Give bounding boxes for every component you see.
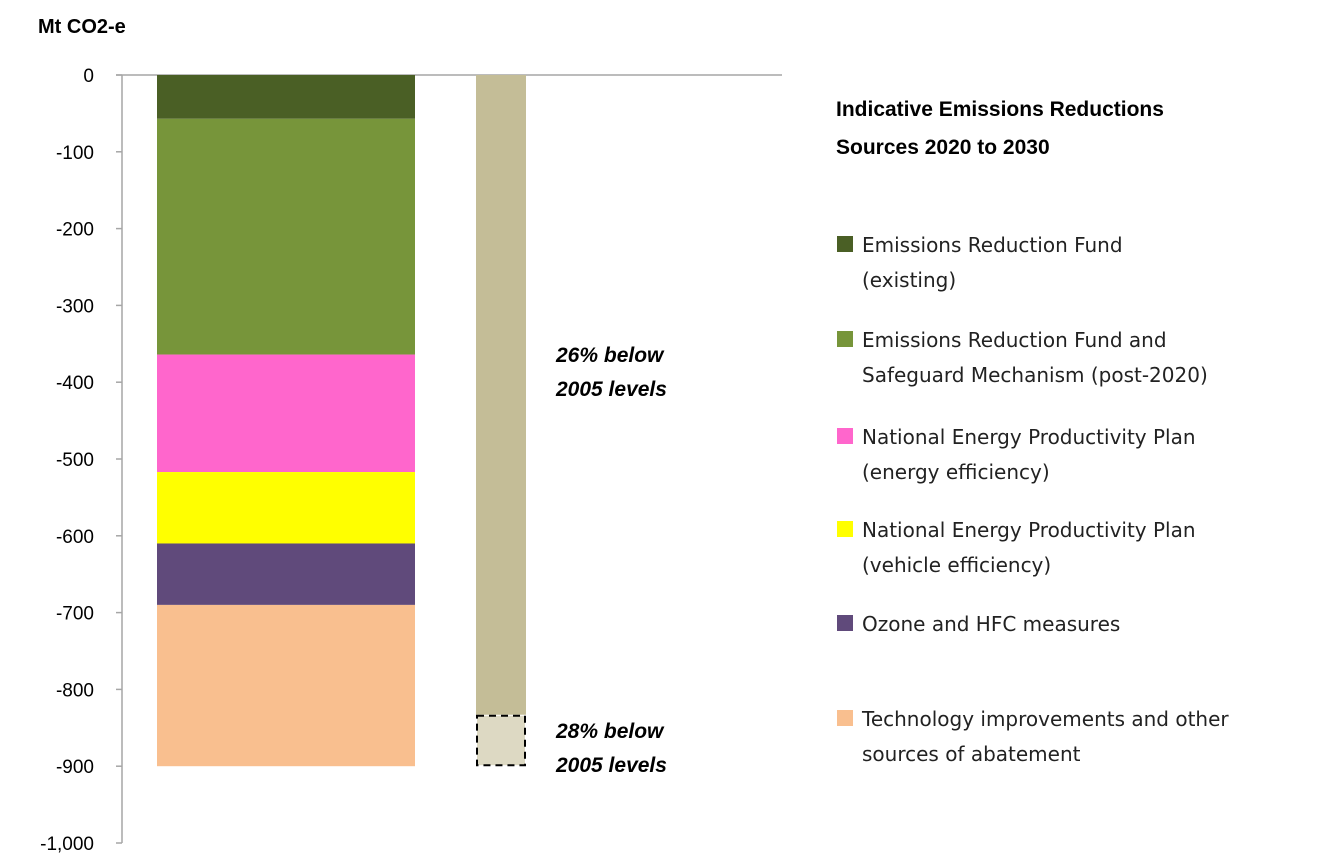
legend-swatch-5 [837,615,853,631]
stacked-bar [157,75,415,767]
y-tick-label: -300 [56,296,94,317]
y-tick-label: -200 [56,220,94,241]
y-tick-label: 0 [83,66,94,87]
y-tick-label: -800 [56,680,94,701]
annotation-26-percent: 26% below 2005 levels [555,344,667,401]
target-bar-26-percent [476,75,526,715]
legend-swatch-3 [837,428,853,444]
legend-swatch-1 [837,236,853,252]
y-tick-label: -100 [56,143,94,164]
legend-label-3: National Energy Productivity Plan (energy… [862,425,1196,484]
bar-segment-5 [157,543,415,605]
y-tick-label: -600 [56,527,94,548]
y-tick-label: -1,000 [40,834,94,855]
legend-label-6: Technology improvements and other sources… [861,707,1229,766]
y-tick-label: -500 [56,450,94,471]
target-bar [476,75,526,767]
bar-segment-4 [157,472,415,544]
y-tick-label: -400 [56,373,94,394]
bar-segment-6 [157,604,415,767]
legend-title: Indicative Emissions Reductions Sources 2… [836,98,1164,159]
y-axis-label: Mt CO2-e [38,16,126,38]
target-bar-28-percent [476,714,526,767]
legend-label-1: Emissions Reduction Fund (existing) [862,233,1123,292]
legend-label-5: Ozone and HFC measures [862,612,1120,636]
legend-swatch-6 [837,710,853,726]
legend-swatch-4 [837,521,853,537]
y-tick-label: -900 [56,757,94,778]
bar-segment-3 [157,354,415,473]
legend-swatch-2 [837,331,853,347]
legend: Indicative Emissions Reductions Sources 2… [836,98,1229,766]
legend-label-2: Emissions Reduction Fund and Safeguard Me… [862,328,1208,387]
y-axis: 0 -100 -200 -300 -400 -500 -600 -700 -800 -900 -1,… [40,66,782,855]
legend-label-4: National Energy Productivity Plan (vehicl… [862,518,1196,577]
annotations: 26% below 2005 levels 28% below 2005 levels [555,344,667,777]
bar-segment-1 [157,75,415,119]
y-tick-label: -700 [56,604,94,625]
annotation-28-percent: 28% below 2005 levels [555,720,667,777]
bar-segment-2 [157,118,415,355]
